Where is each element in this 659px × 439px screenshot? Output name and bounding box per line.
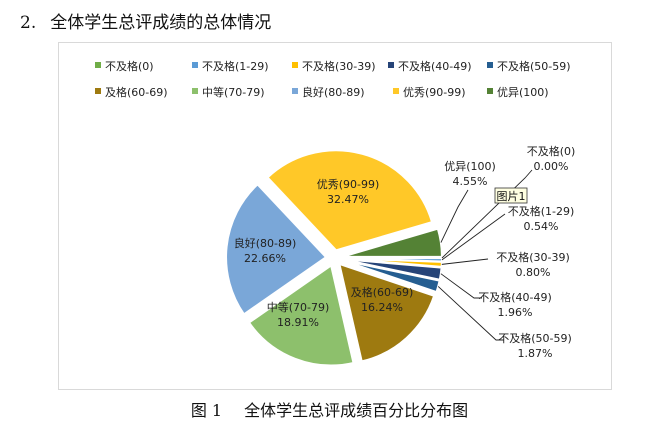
chart-legend: 不及格(0) 不及格(1-29) 不及格(30-39) 不及格(40-49) 不及格(5… (95, 59, 571, 99)
legend-item-中等70-79: 中等(70-79) (202, 85, 265, 99)
tooltip-text: 图片1 (497, 190, 526, 203)
legend-swatch-优秀90-99 (393, 88, 399, 94)
legend-swatch-中等70-79 (192, 88, 198, 94)
slice-label-及格60-69: 及格(60-69) 16.24% (351, 285, 414, 314)
pie-slice-不及格1-29 (341, 257, 443, 263)
slice-label-不及格1-29: 不及格(1-29) 0.54% (508, 204, 575, 233)
slice-label-优秀90-99: 优秀(90-99) 32.47% (317, 178, 380, 206)
pie-slice-中等70-79 (247, 263, 355, 367)
slice-label-优异100: 优异(100) 4.55% (444, 160, 496, 188)
legend-item-良好80-89: 良好(80-89) (302, 85, 365, 99)
figure-number: 图 1 (190, 401, 223, 420)
pie-slice-良好80-89 (225, 182, 328, 316)
leader-line-优异100 (440, 189, 469, 243)
legend-swatch-不及格40-49 (388, 62, 394, 68)
slice-labels: 优秀(90-99) 32.47% 良好(80-89) 22.66% 中等(70-79) 1… (234, 144, 576, 360)
legend-item-优秀90-99: 优秀(90-99) (403, 86, 466, 99)
slice-label-不及格40-49: 不及格(40-49) 1.96% (478, 290, 552, 319)
legend-swatch-及格60-69 (95, 88, 101, 94)
legend-item-不及格30-39: 不及格(30-39) (302, 59, 376, 73)
tooltip-box (494, 187, 528, 204)
slice-label-不及格50-59: 不及格(50-59) 1.87% (498, 331, 572, 360)
pie-slice-优异100 (341, 227, 443, 258)
legend-swatch-不及格0 (95, 62, 101, 68)
figure-caption: 图 1 全体学生总评成绩百分比分布图 (0, 397, 659, 421)
legend-swatch-优异100 (487, 88, 493, 94)
figure-caption-text: 全体学生总评成绩百分比分布图 (244, 401, 469, 420)
leader-line-不及格40-49 (440, 273, 482, 299)
pie-slices (225, 149, 443, 367)
legend-item-不及格50-59: 不及格(50-59) (497, 59, 571, 73)
legend-swatch-不及格30-39 (292, 62, 298, 68)
pie-slice-及格60-69 (337, 262, 436, 363)
legend-item-及格60-69: 及格(60-69) (105, 85, 168, 99)
legend-item-不及格0: 不及格(0) (105, 59, 154, 73)
legend-swatch-良好80-89 (292, 88, 298, 94)
pie-slice-优秀90-99 (266, 149, 434, 252)
leader-line-不及格0 (441, 169, 533, 259)
section-title: 全体学生总评成绩的总体情况 (50, 13, 272, 33)
leader-line-不及格30-39 (441, 258, 489, 265)
legend-item-不及格1-29: 不及格(1-29) (202, 59, 269, 73)
legend-item-优异100: 优异(100) (497, 86, 549, 99)
legend-item-不及格40-49: 不及格(40-49) (398, 59, 472, 73)
section-number: 2. (20, 13, 37, 33)
slice-label-中等70-79: 中等(70-79) 18.91% (267, 300, 330, 329)
legend-swatch-不及格1-29 (192, 62, 198, 68)
slice-label-不及格30-39: 不及格(30-39) 0.80% (496, 250, 570, 279)
section-heading: 2. 全体学生总评成绩的总体情况 (20, 8, 271, 33)
leader-line-不及格1-29 (441, 213, 506, 261)
legend-swatch-不及格50-59 (487, 62, 493, 68)
image-tooltip: 图片1 (494, 187, 528, 204)
leader-line-不及格50-59 (437, 286, 504, 341)
slice-label-良好80-89: 良好(80-89) 22.66% (234, 236, 297, 265)
slice-label-不及格0: 不及格(0) 0.00% (527, 144, 576, 173)
